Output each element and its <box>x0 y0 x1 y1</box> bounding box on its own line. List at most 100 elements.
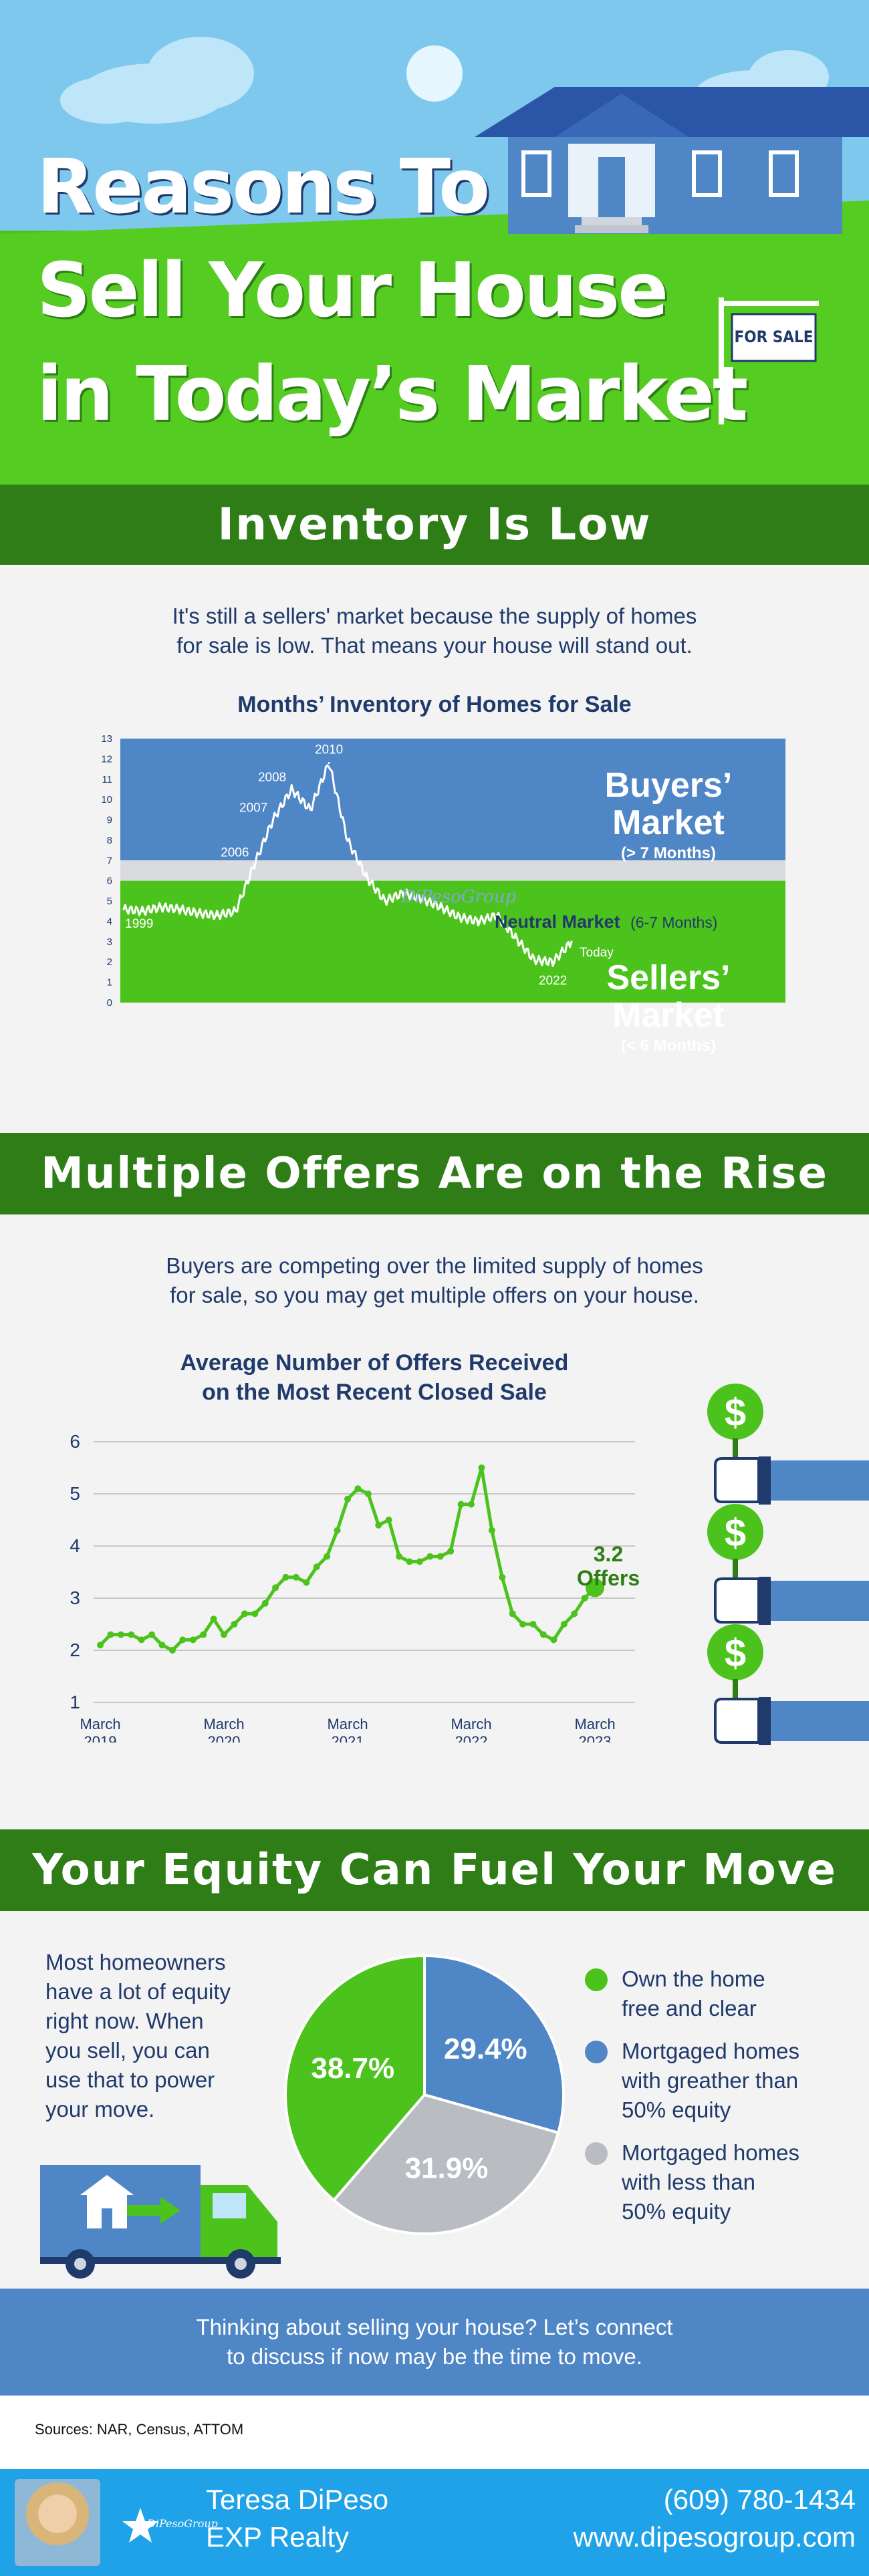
offers-point <box>416 1558 423 1565</box>
offers-point <box>148 1631 156 1638</box>
inventory-point <box>533 958 535 961</box>
y-tick-label: 4 <box>70 1535 80 1556</box>
buyers-market-sub: (> 7 Months) <box>621 844 716 862</box>
for-sale-sign <box>719 297 819 424</box>
equity-body-text: Most homeowners have a lot of equity right… <box>45 1948 286 2124</box>
offers-point <box>385 1517 392 1523</box>
x-tick-label: 2022 <box>455 1733 488 1743</box>
legend-item: Mortgaged homes with greather than 50% equ… <box>585 2037 852 2125</box>
inventory-point <box>365 876 368 878</box>
offers-point <box>550 1636 557 1644</box>
offers-point <box>313 1563 320 1571</box>
y-tick-label: 6 <box>107 876 112 887</box>
cta-banner: Thinking about selling your house? Let’s… <box>0 2289 869 2396</box>
cta-line2: to discuss if now may be the time to mov… <box>227 2344 642 2369</box>
year-annotation: 2008 <box>258 771 286 785</box>
inventory-point <box>551 960 554 963</box>
dipeso-logo-icon <box>122 2508 158 2543</box>
inventory-point <box>290 788 293 791</box>
offers-point <box>292 1573 299 1581</box>
legend-label-line: with greather than <box>622 2068 799 2093</box>
inventory-point <box>384 900 386 902</box>
year-annotation: Today <box>580 946 614 960</box>
offers-point <box>375 1521 382 1529</box>
x-tick-label: March <box>327 1716 368 1732</box>
offers-point <box>210 1616 217 1623</box>
sellers-market-line2: Market <box>612 996 725 1035</box>
x-tick-label: 2020 <box>208 1733 241 1743</box>
agent-name: Teresa DiPeso <box>206 2484 389 2515</box>
pie-slice <box>284 1954 426 2202</box>
offers-point <box>396 1553 403 1560</box>
year-annotation: 1999 <box>125 917 153 931</box>
inventory-point <box>459 916 461 918</box>
inventory-point <box>122 908 125 910</box>
offers-point <box>272 1584 279 1591</box>
year-annotation: 2010 <box>315 743 343 757</box>
inventory-point <box>253 863 255 866</box>
y-tick-label: 1 <box>107 977 112 989</box>
legend-label-line: 50% equity <box>622 2097 731 2122</box>
svg-text:$: $ <box>725 1632 746 1675</box>
offers-point <box>457 1501 465 1508</box>
y-tick-label: 4 <box>107 916 112 927</box>
offers-point <box>478 1464 485 1471</box>
svg-text:$: $ <box>725 1511 746 1555</box>
cta-line1: Thinking about selling your house? Let’s… <box>196 2315 673 2339</box>
y-tick-label: 1 <box>70 1692 80 1712</box>
x-tick-label: March <box>451 1716 491 1732</box>
legend-label-line: with less than <box>622 2170 755 2194</box>
agent-website-link[interactable]: www.dipesogroup.com <box>573 2521 856 2553</box>
year-annotation: 2022 <box>539 974 567 988</box>
dollar-hands-illustration: $ $ $ <box>707 1384 869 1745</box>
dollar-sign-hand-2-icon: $ <box>707 1504 869 1625</box>
inventory-point <box>235 910 237 912</box>
section-inventory: It's still a sellers' market because the… <box>0 565 869 1133</box>
inventory-point <box>216 914 219 916</box>
for-sale-sign-text: FOR SALE <box>734 328 814 346</box>
y-tick-label: 0 <box>107 997 112 1006</box>
inventory-point <box>495 914 498 916</box>
pie-value-label: 31.9% <box>405 2152 489 2185</box>
equity-body-line: use that to power <box>45 2067 215 2092</box>
x-tick-label: 2021 <box>332 1733 364 1743</box>
sellers-market-line1: Sellers’ <box>606 958 731 997</box>
legend-swatch <box>585 1968 608 1991</box>
x-tick-label: 2023 <box>579 1733 612 1743</box>
section-banner-inventory: Inventory Is Low <box>0 485 869 565</box>
inventory-point <box>271 819 274 821</box>
inventory-point <box>328 761 330 764</box>
offers-point <box>560 1621 568 1628</box>
offers-point <box>364 1491 372 1497</box>
footer-logo-text: DiPesoGroup <box>147 2517 218 2530</box>
inventory-point <box>178 908 181 910</box>
offers-point <box>509 1610 516 1618</box>
intro-line1: It's still a sellers' market because the… <box>172 604 697 628</box>
offers-point <box>354 1485 362 1493</box>
offers-point <box>529 1621 537 1628</box>
offers-chart-title-line1: Average Number of Offers Received <box>180 1350 569 1376</box>
band-neutral <box>120 860 785 881</box>
offers-point <box>303 1579 310 1586</box>
offers-chart-title-line2: on the Most Recent Closed Sale <box>202 1380 547 1405</box>
inventory-point <box>477 920 479 922</box>
banner-title: Inventory Is Low <box>217 499 652 550</box>
y-tick-label: 11 <box>102 774 112 785</box>
offers-point <box>571 1610 578 1618</box>
equity-pie-chart: 29.4% 31.9% 38.7% <box>284 1954 565 2235</box>
sun-icon <box>406 45 463 102</box>
offers-point <box>107 1631 114 1638</box>
section-banner-offers: Multiple Offers Are on the Rise <box>0 1133 869 1214</box>
moving-truck-illustration <box>40 2165 281 2279</box>
agent-phone-link[interactable]: (609) 780-1434 <box>663 2484 856 2515</box>
legend-item: Mortgaged homes with less than 50% equity <box>585 2138 852 2226</box>
offers-point <box>241 1610 248 1618</box>
legend-swatch <box>585 2142 608 2165</box>
offers-point <box>468 1501 475 1508</box>
offers-point <box>179 1636 187 1644</box>
y-tick-label: 2 <box>107 956 112 968</box>
agent-avatar <box>15 2479 100 2566</box>
legend-label-line: Mortgaged homes <box>622 2039 799 2063</box>
offers-point <box>221 1631 227 1638</box>
buyers-market-line2: Market <box>612 803 725 842</box>
